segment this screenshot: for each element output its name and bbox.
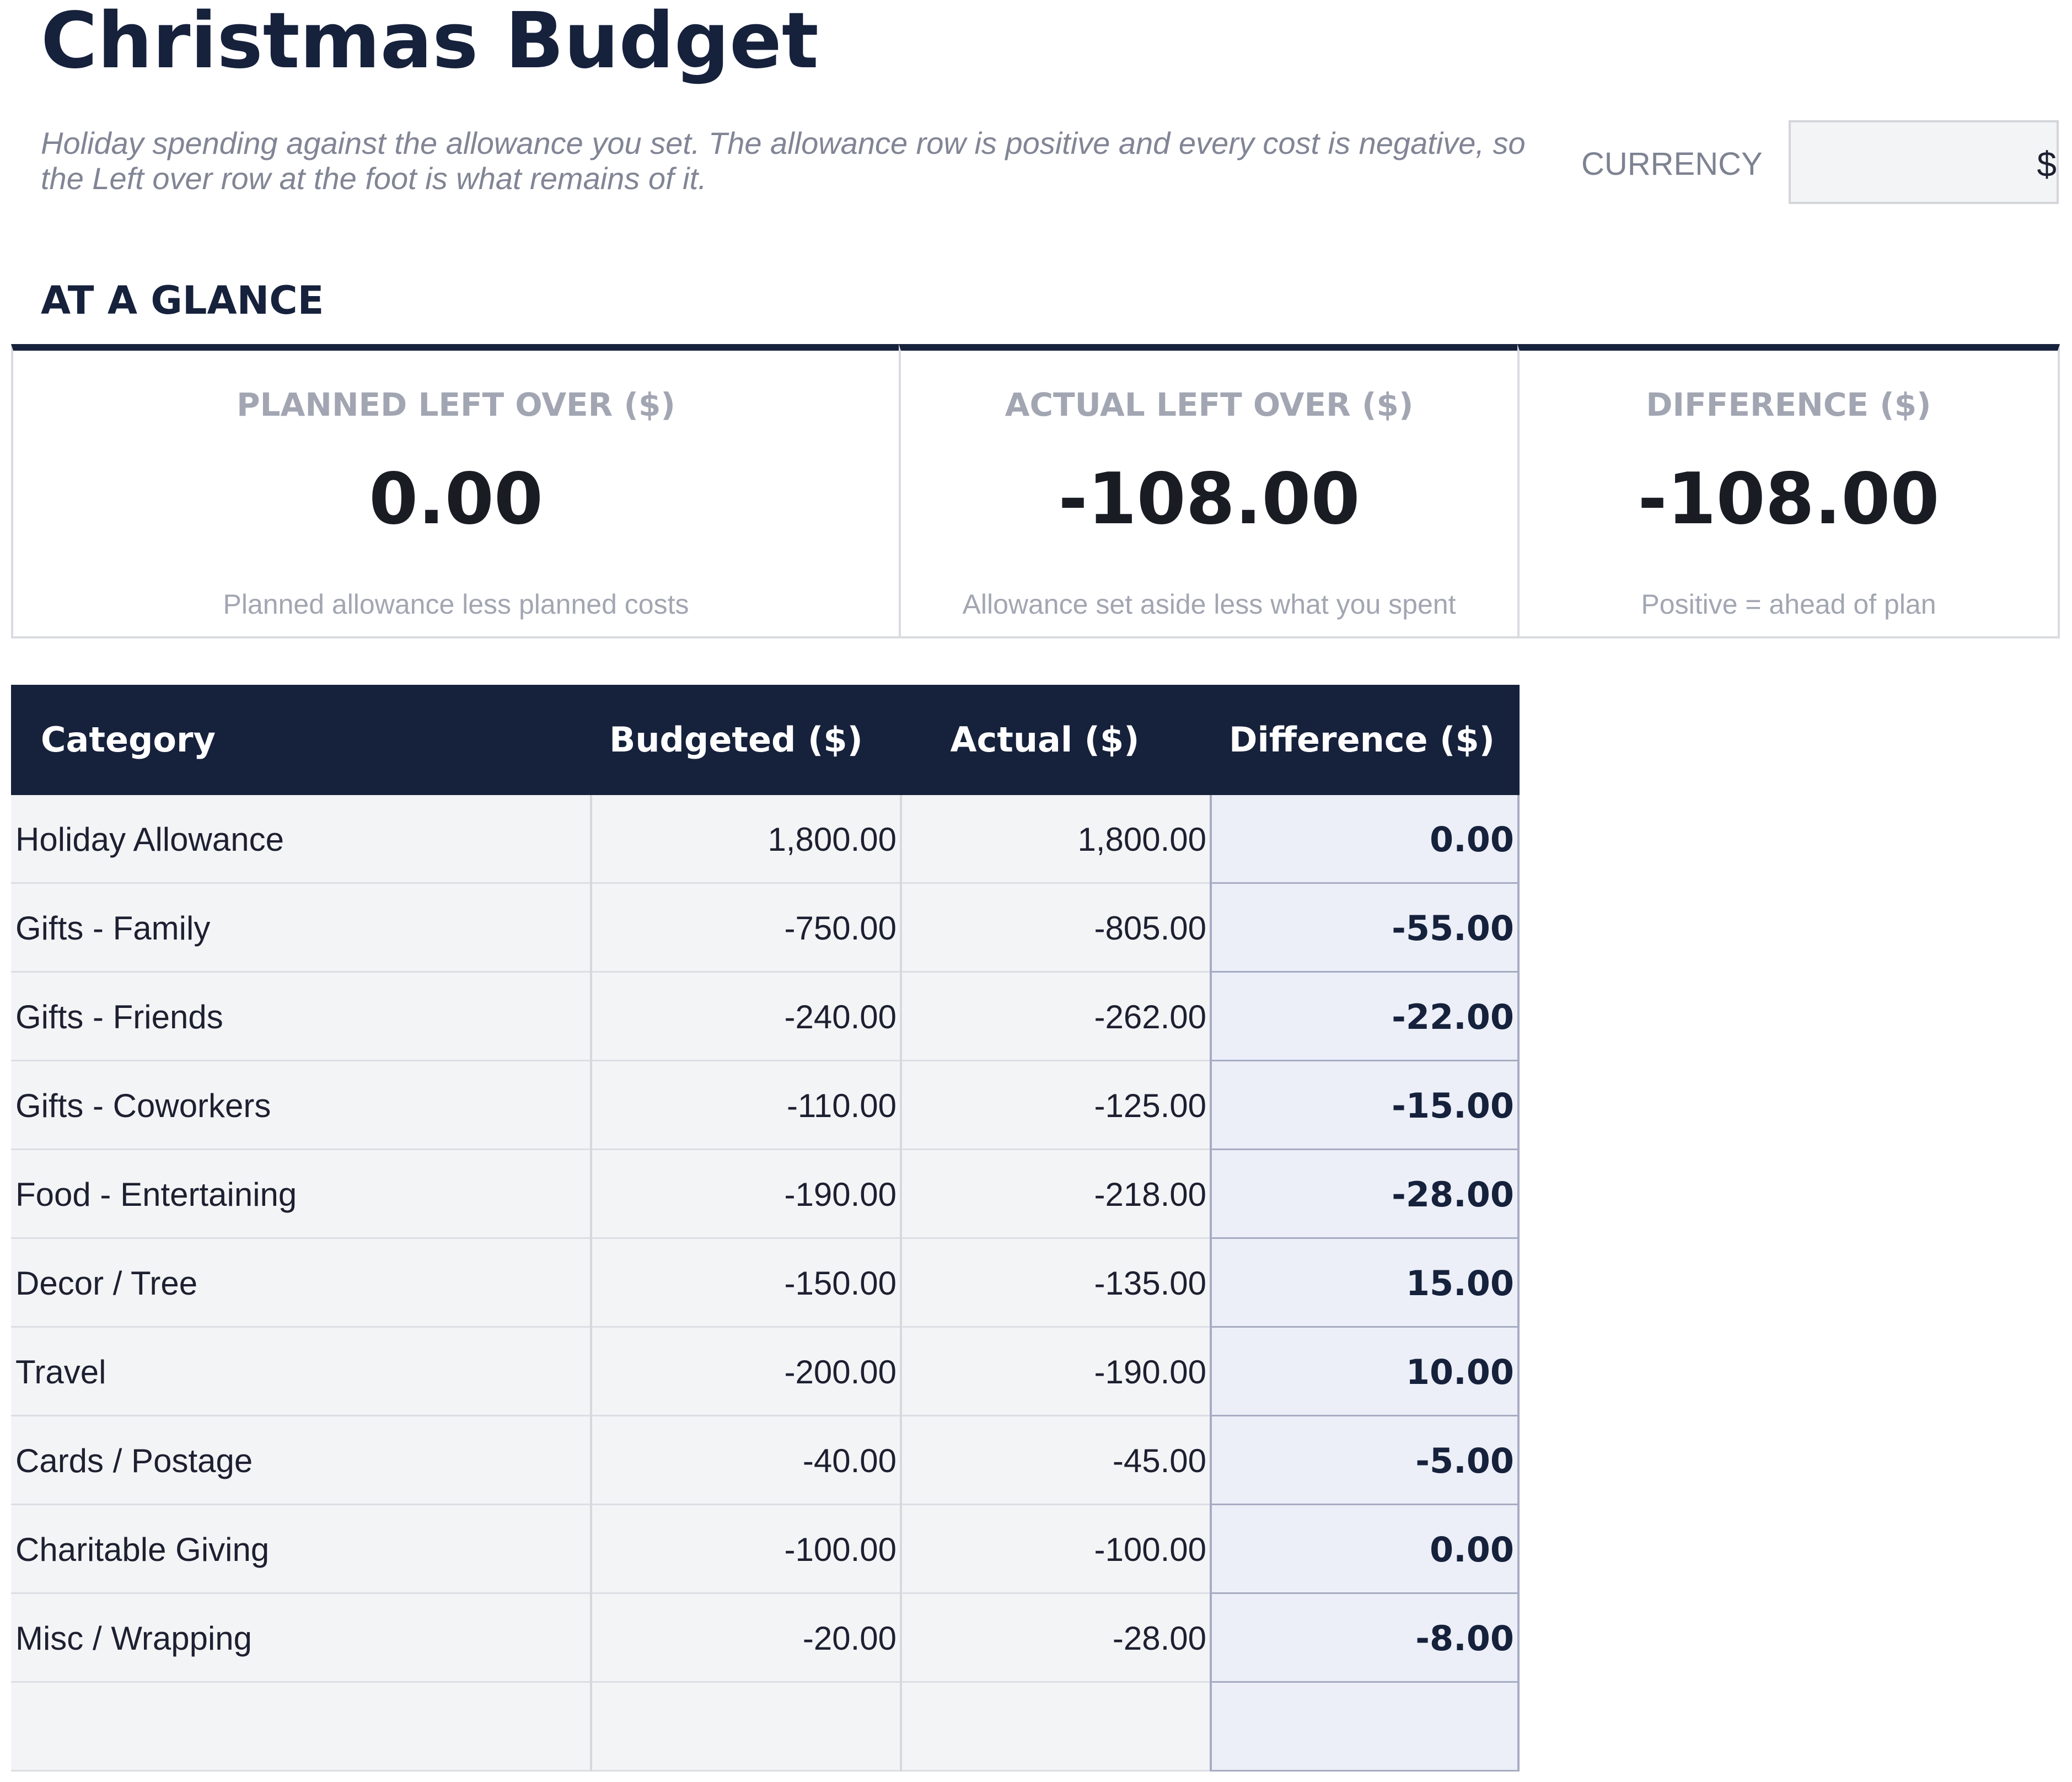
page-title: Christmas Budget (41, 0, 819, 86)
difference-cell (1210, 1683, 1520, 1772)
difference-cell: -8.00 (1210, 1594, 1520, 1683)
budgeted-cell[interactable]: -20.00 (590, 1594, 900, 1683)
difference-cell: 15.00 (1210, 1239, 1520, 1328)
table-row (11, 1683, 1520, 1772)
difference-cell: -15.00 (1210, 1061, 1520, 1150)
card-label: PLANNED LEFT OVER ($) (237, 386, 675, 423)
actual-cell[interactable]: -135.00 (900, 1239, 1210, 1328)
page-subtitle: Holiday spending against the allowance y… (41, 126, 1526, 196)
at-a-glance-heading: AT A GLANCE (41, 278, 324, 323)
budget-table: Category Budgeted ($) Actual ($) Differe… (11, 685, 1520, 1772)
category-cell[interactable]: Charitable Giving (15, 1531, 270, 1568)
actual-cell[interactable] (900, 1683, 1210, 1772)
table-header-row: Category Budgeted ($) Actual ($) Differe… (11, 685, 1520, 795)
category-cell[interactable]: Travel (15, 1354, 106, 1391)
actual-cell[interactable]: -28.00 (900, 1594, 1210, 1683)
category-cell[interactable]: Gifts - Coworkers (15, 1087, 271, 1124)
actual-cell[interactable]: -45.00 (900, 1416, 1210, 1505)
column-header-actual[interactable]: Actual ($) (950, 720, 1140, 760)
category-cell[interactable]: Gifts - Friends (15, 999, 223, 1035)
difference-card: DIFFERENCE ($) -108.00 Positive = ahead … (1517, 344, 2060, 638)
table-row: Cards / Postage -40.00 -45.00 -5.00 (11, 1416, 1520, 1505)
actual-cell[interactable]: -805.00 (900, 884, 1210, 973)
budgeted-cell[interactable]: -750.00 (590, 884, 900, 973)
budgeted-cell[interactable]: -110.00 (590, 1061, 900, 1150)
difference-cell: -28.00 (1210, 1150, 1520, 1239)
category-cell[interactable] (15, 1683, 589, 1772)
currency-input[interactable]: $ (1789, 120, 2059, 204)
card-note: Positive = ahead of plan (1641, 589, 1936, 620)
card-value: -108.00 (1058, 458, 1360, 540)
card-label: DIFFERENCE ($) (1646, 386, 1931, 423)
card-label: ACTUAL LEFT OVER ($) (1005, 386, 1414, 423)
card-note: Planned allowance less planned costs (223, 589, 689, 620)
actual-cell[interactable]: -125.00 (900, 1061, 1210, 1150)
budgeted-cell[interactable]: -150.00 (590, 1239, 900, 1328)
difference-cell: 0.00 (1210, 1505, 1520, 1594)
budgeted-cell[interactable]: -100.00 (590, 1505, 900, 1594)
column-header-budgeted[interactable]: Budgeted ($) (609, 720, 863, 760)
actual-cell[interactable]: -218.00 (900, 1150, 1210, 1239)
difference-cell: -55.00 (1210, 884, 1520, 973)
actual-cell[interactable]: -262.00 (900, 973, 1210, 1061)
table-row: Gifts - Friends -240.00 -262.00 -22.00 (11, 973, 1520, 1061)
category-cell[interactable]: Misc / Wrapping (15, 1620, 253, 1657)
budgeted-cell[interactable]: -190.00 (590, 1150, 900, 1239)
budgeted-cell[interactable]: -40.00 (590, 1416, 900, 1505)
actual-left-over-card: ACTUAL LEFT OVER ($) -108.00 Allowance s… (899, 344, 1520, 638)
actual-cell[interactable]: -190.00 (900, 1328, 1210, 1416)
column-header-category[interactable]: Category (41, 720, 216, 760)
budgeted-cell[interactable]: -240.00 (590, 973, 900, 1061)
column-header-difference[interactable]: Difference ($) (1229, 720, 1495, 760)
category-cell[interactable]: Decor / Tree (15, 1265, 198, 1302)
table-row: Misc / Wrapping -20.00 -28.00 -8.00 (11, 1594, 1520, 1683)
currency-value: $ (2037, 144, 2057, 184)
table-row: Charitable Giving -100.00 -100.00 0.00 (11, 1505, 1520, 1594)
table-row: Decor / Tree -150.00 -135.00 15.00 (11, 1239, 1520, 1328)
difference-cell: 10.00 (1210, 1328, 1520, 1416)
table-row: Travel -200.00 -190.00 10.00 (11, 1328, 1520, 1416)
table-row: Gifts - Family -750.00 -805.00 -55.00 (11, 884, 1520, 973)
category-cell[interactable]: Food - Entertaining (15, 1176, 297, 1213)
card-note: Allowance set aside less what you spent (962, 589, 1456, 620)
table-row: Holiday Allowance 1,800.00 1,800.00 0.00 (11, 795, 1520, 884)
card-value: 0.00 (369, 458, 543, 540)
category-cell[interactable]: Holiday Allowance (15, 821, 284, 858)
currency-label: CURRENCY (1581, 146, 1763, 182)
difference-cell: -22.00 (1210, 973, 1520, 1061)
category-cell[interactable]: Gifts - Family (15, 910, 211, 947)
difference-cell: -5.00 (1210, 1416, 1520, 1505)
category-cell[interactable]: Cards / Postage (15, 1442, 253, 1479)
table-row: Food - Entertaining -190.00 -218.00 -28.… (11, 1150, 1520, 1239)
budgeted-cell[interactable] (590, 1683, 900, 1772)
actual-cell[interactable]: 1,800.00 (900, 795, 1210, 884)
table-row: Gifts - Coworkers -110.00 -125.00 -15.00 (11, 1061, 1520, 1150)
card-value: -108.00 (1638, 458, 1940, 540)
budgeted-cell[interactable]: -200.00 (590, 1328, 900, 1416)
difference-cell: 0.00 (1210, 795, 1520, 884)
actual-cell[interactable]: -100.00 (900, 1505, 1210, 1594)
planned-left-over-card: PLANNED LEFT OVER ($) 0.00 Planned allow… (11, 344, 901, 638)
budgeted-cell[interactable]: 1,800.00 (590, 795, 900, 884)
